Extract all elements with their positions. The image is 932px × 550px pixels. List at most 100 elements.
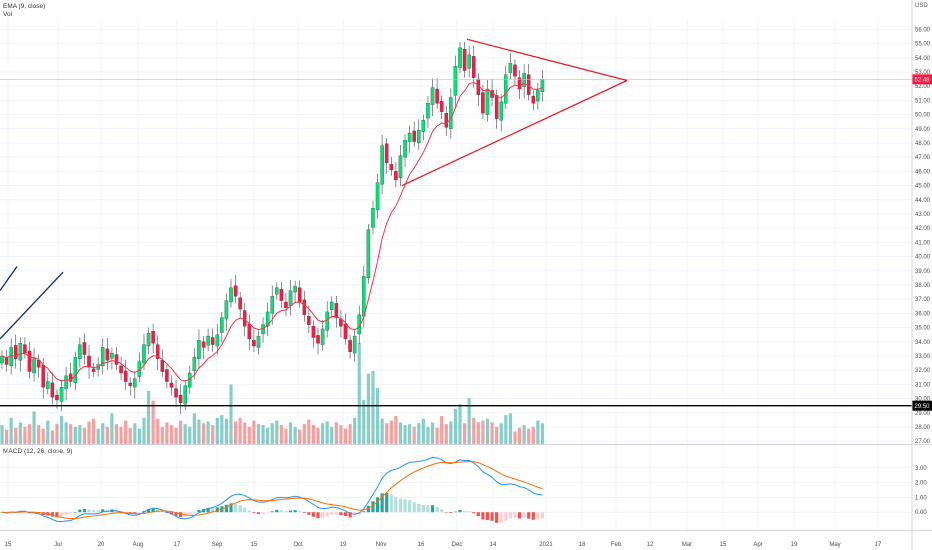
volume-bar <box>321 423 325 444</box>
volume-bar <box>293 426 297 444</box>
volume-bar <box>101 423 105 444</box>
price-tick-label: 47.00 <box>915 155 931 161</box>
candle-body <box>343 323 348 340</box>
macd-histogram-bar <box>192 512 196 513</box>
volume-bar <box>343 428 348 444</box>
price-tick-label: 44.00 <box>915 198 931 204</box>
macd-histogram-bar <box>96 510 100 513</box>
price-tick-label: 54.00 <box>915 56 931 62</box>
ema-legend[interactable]: EMA (9, close) <box>3 3 46 10</box>
volume-bar <box>348 424 352 444</box>
macd-histogram-bar <box>243 507 247 513</box>
macd-histogram-bar <box>380 493 384 513</box>
volume-bar <box>307 419 311 444</box>
currency-label: USD <box>915 3 928 9</box>
macd-histogram-bar <box>298 511 302 513</box>
volume-bar <box>499 423 503 444</box>
volume-bar <box>4 429 9 444</box>
macd-histogram-bar <box>288 510 293 513</box>
price-tick-label: 42.00 <box>915 226 931 232</box>
candle-body <box>348 340 352 352</box>
channel-line <box>0 271 64 340</box>
candle-body <box>394 171 398 181</box>
time-tick-label: Oct <box>293 542 303 548</box>
candle-body <box>421 120 426 132</box>
macd-histogram-bar <box>256 512 261 514</box>
candle-body <box>160 360 165 372</box>
volume-bar <box>105 426 109 444</box>
volume-bar <box>275 420 279 444</box>
volume-bar <box>179 420 183 444</box>
candle-body <box>302 299 307 315</box>
macd-histogram-bar <box>233 503 238 513</box>
candle-body <box>41 365 45 388</box>
candle-body <box>110 352 114 359</box>
macd-histogram-bar <box>325 512 329 517</box>
macd-tick-label: 3.00 <box>915 466 927 472</box>
volume-bar <box>96 428 100 444</box>
candle-body <box>297 287 302 303</box>
volume-bar <box>23 426 27 444</box>
volume-bar <box>298 429 302 444</box>
volume-bar <box>50 430 54 444</box>
candle-body <box>91 368 96 372</box>
volume-bar <box>27 424 32 444</box>
macd-histogram-bar <box>467 511 471 513</box>
macd-tick-label: 1.00 <box>915 495 927 501</box>
last-price-badge-label: 52.48 <box>914 78 930 84</box>
volume-bar <box>224 418 229 444</box>
macd-histogram-bar <box>284 510 288 513</box>
candle-body <box>453 66 458 96</box>
candle-body <box>114 354 119 365</box>
volume-bar <box>142 417 146 444</box>
candle-body <box>133 378 137 388</box>
macd-histogram-bar <box>142 510 146 513</box>
candle-body <box>197 340 201 359</box>
volume-bar <box>472 417 476 444</box>
volume-bar <box>375 388 380 444</box>
candle-body <box>325 311 329 331</box>
candle-body <box>384 143 389 163</box>
candle-body <box>371 208 375 228</box>
volume-bar <box>206 421 210 444</box>
candle-body <box>330 301 334 310</box>
volume-bar <box>435 427 439 444</box>
volume-bar <box>403 425 407 444</box>
volume-bar <box>59 416 64 444</box>
volume-bar <box>32 411 36 444</box>
price-tick-label: 40.00 <box>915 255 931 261</box>
candle-body <box>46 381 50 389</box>
macd-legend[interactable]: MACD (12, 26, close, 9) <box>3 448 73 455</box>
macd-histogram-bar <box>490 512 494 521</box>
candle-body <box>252 340 256 347</box>
macd-histogram-bar <box>412 502 416 513</box>
volume-bar <box>174 427 178 444</box>
macd-histogram-bar <box>485 512 490 520</box>
price-tick-label: 48.00 <box>915 141 931 147</box>
candle-body <box>78 344 82 359</box>
volume-bar <box>46 420 50 444</box>
volume-bar <box>284 428 288 444</box>
price-tick-label: 27.00 <box>915 439 931 445</box>
macd-histogram-bar <box>64 512 68 515</box>
candle-body <box>375 182 380 210</box>
volume-bar <box>252 420 256 444</box>
macd-histogram-bar <box>394 497 398 513</box>
candle-body <box>32 358 36 374</box>
candle-body <box>471 56 476 78</box>
volume-bar <box>156 418 160 444</box>
volume-bar <box>385 423 389 444</box>
time-tick-label: 2021 <box>539 542 553 548</box>
macd-histogram-bar <box>69 512 73 515</box>
signal-line <box>1 461 543 520</box>
triangle-trendline <box>466 38 628 82</box>
volume-bar <box>467 398 471 444</box>
candle-body <box>224 300 229 320</box>
candle-body <box>178 394 183 403</box>
volume-legend[interactable]: Vol <box>3 11 13 18</box>
macd-histogram-bar <box>188 512 192 515</box>
candle-body <box>462 49 467 71</box>
candle-body <box>64 375 68 389</box>
volume-bar <box>453 408 458 444</box>
